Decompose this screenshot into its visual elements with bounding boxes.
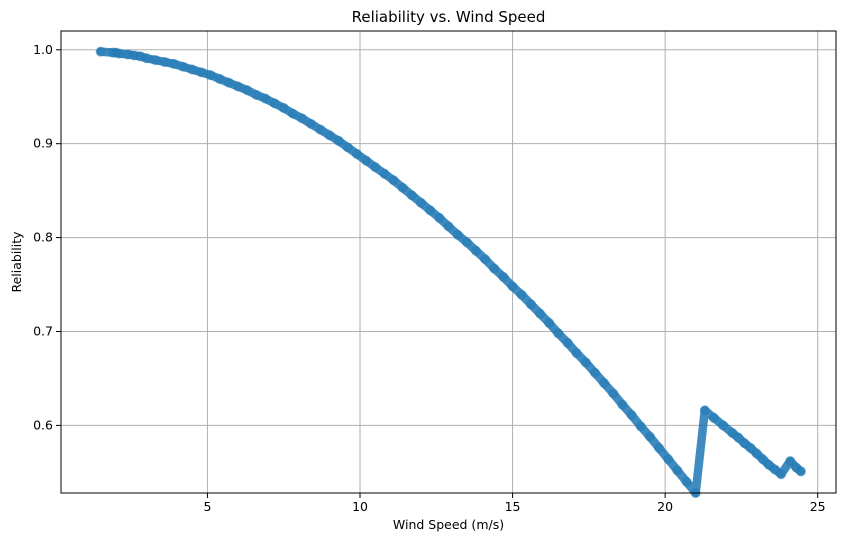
scatter-points [95,46,807,499]
x-tick-label-3: 20 [657,499,673,514]
x-tick-label-0: 5 [203,499,211,514]
grid-lines [61,31,836,493]
y-tick-label-3: 0.9 [33,136,53,151]
x-tick-label-4: 25 [810,499,826,514]
y-tick-label-0: 0.6 [33,417,53,432]
chart-title: Reliability vs. Wind Speed [352,8,546,26]
y-tick-label-1: 0.7 [33,323,53,338]
y-tick-label-4: 1.0 [33,42,53,57]
x-tick-label-1: 10 [352,499,368,514]
x-axis-label: Wind Speed (m/s) [393,517,504,532]
axis-ticks: 5 10 15 20 25 0.6 0.7 0.8 0.9 1.0 [33,42,826,514]
y-tick-label-2: 0.8 [33,230,53,245]
plot-frame [60,30,837,494]
x-tick-label-2: 15 [505,499,521,514]
dense-point-band-0 [96,47,806,498]
y-axis-label: Reliability [9,231,24,293]
